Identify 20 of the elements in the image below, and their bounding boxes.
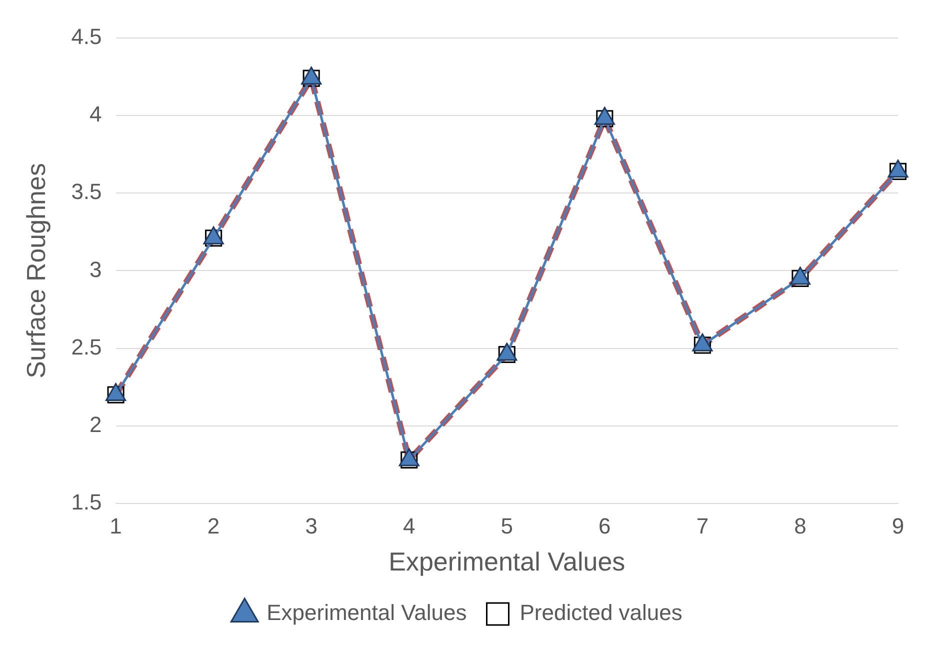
x-tick-label: 6 <box>598 514 611 539</box>
y-tick-label: 2.5 <box>71 334 102 360</box>
x-tick-label: 5 <box>500 514 514 539</box>
x-tick-label: 9 <box>892 514 904 539</box>
x-tick-label: 4 <box>402 514 416 539</box>
y-axis-title: Surface Roughnes <box>20 163 51 378</box>
y-tick-label: 4.5 <box>71 24 102 50</box>
y-tick-label: 1.5 <box>71 489 102 514</box>
x-tick-label: 3 <box>305 514 318 539</box>
y-tick-label: 2 <box>90 412 102 437</box>
legend-label: Predicted values <box>520 600 682 626</box>
x-tick-label: 7 <box>696 514 709 539</box>
x-axis-title: Experimental Values <box>388 546 626 577</box>
x-tick-label: 1 <box>110 514 122 539</box>
y-tick-label: 3.5 <box>71 179 102 204</box>
y-tick-label: 4 <box>90 102 102 127</box>
x-tick-label: 8 <box>794 514 806 539</box>
legend-label: Experimental Values <box>266 600 467 626</box>
x-tick-label: 2 <box>207 514 220 539</box>
y-tick-label: 3 <box>90 256 102 282</box>
